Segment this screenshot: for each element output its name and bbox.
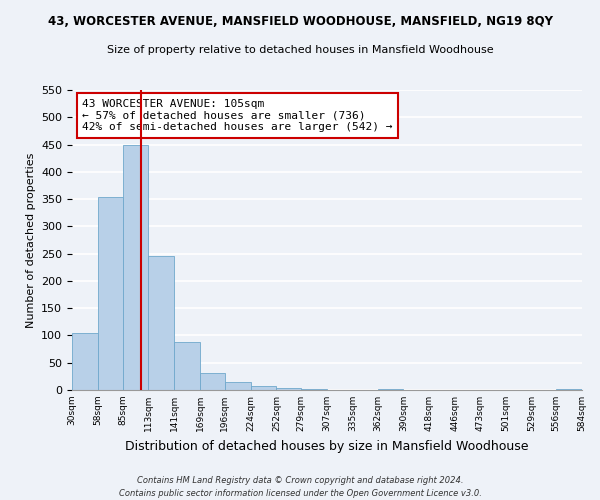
Bar	[377, 389, 403, 390]
Text: Contains HM Land Registry data © Crown copyright and database right 2024.
Contai: Contains HM Land Registry data © Crown c…	[119, 476, 481, 498]
Bar	[174, 342, 200, 390]
Y-axis label: Number of detached properties: Number of detached properties	[26, 152, 35, 328]
Bar	[556, 389, 582, 390]
Bar	[148, 256, 174, 390]
Bar	[200, 373, 225, 390]
Text: 43, WORCESTER AVENUE, MANSFIELD WOODHOUSE, MANSFIELD, NG19 8QY: 43, WORCESTER AVENUE, MANSFIELD WOODHOUS…	[47, 15, 553, 28]
Bar	[251, 386, 277, 390]
Bar	[122, 144, 148, 390]
Bar	[277, 388, 301, 390]
Bar	[98, 198, 122, 390]
X-axis label: Distribution of detached houses by size in Mansfield Woodhouse: Distribution of detached houses by size …	[125, 440, 529, 452]
Text: 43 WORCESTER AVENUE: 105sqm
← 57% of detached houses are smaller (736)
42% of se: 43 WORCESTER AVENUE: 105sqm ← 57% of det…	[82, 99, 392, 132]
Bar	[225, 382, 251, 390]
Bar	[72, 334, 98, 390]
Text: Size of property relative to detached houses in Mansfield Woodhouse: Size of property relative to detached ho…	[107, 45, 493, 55]
